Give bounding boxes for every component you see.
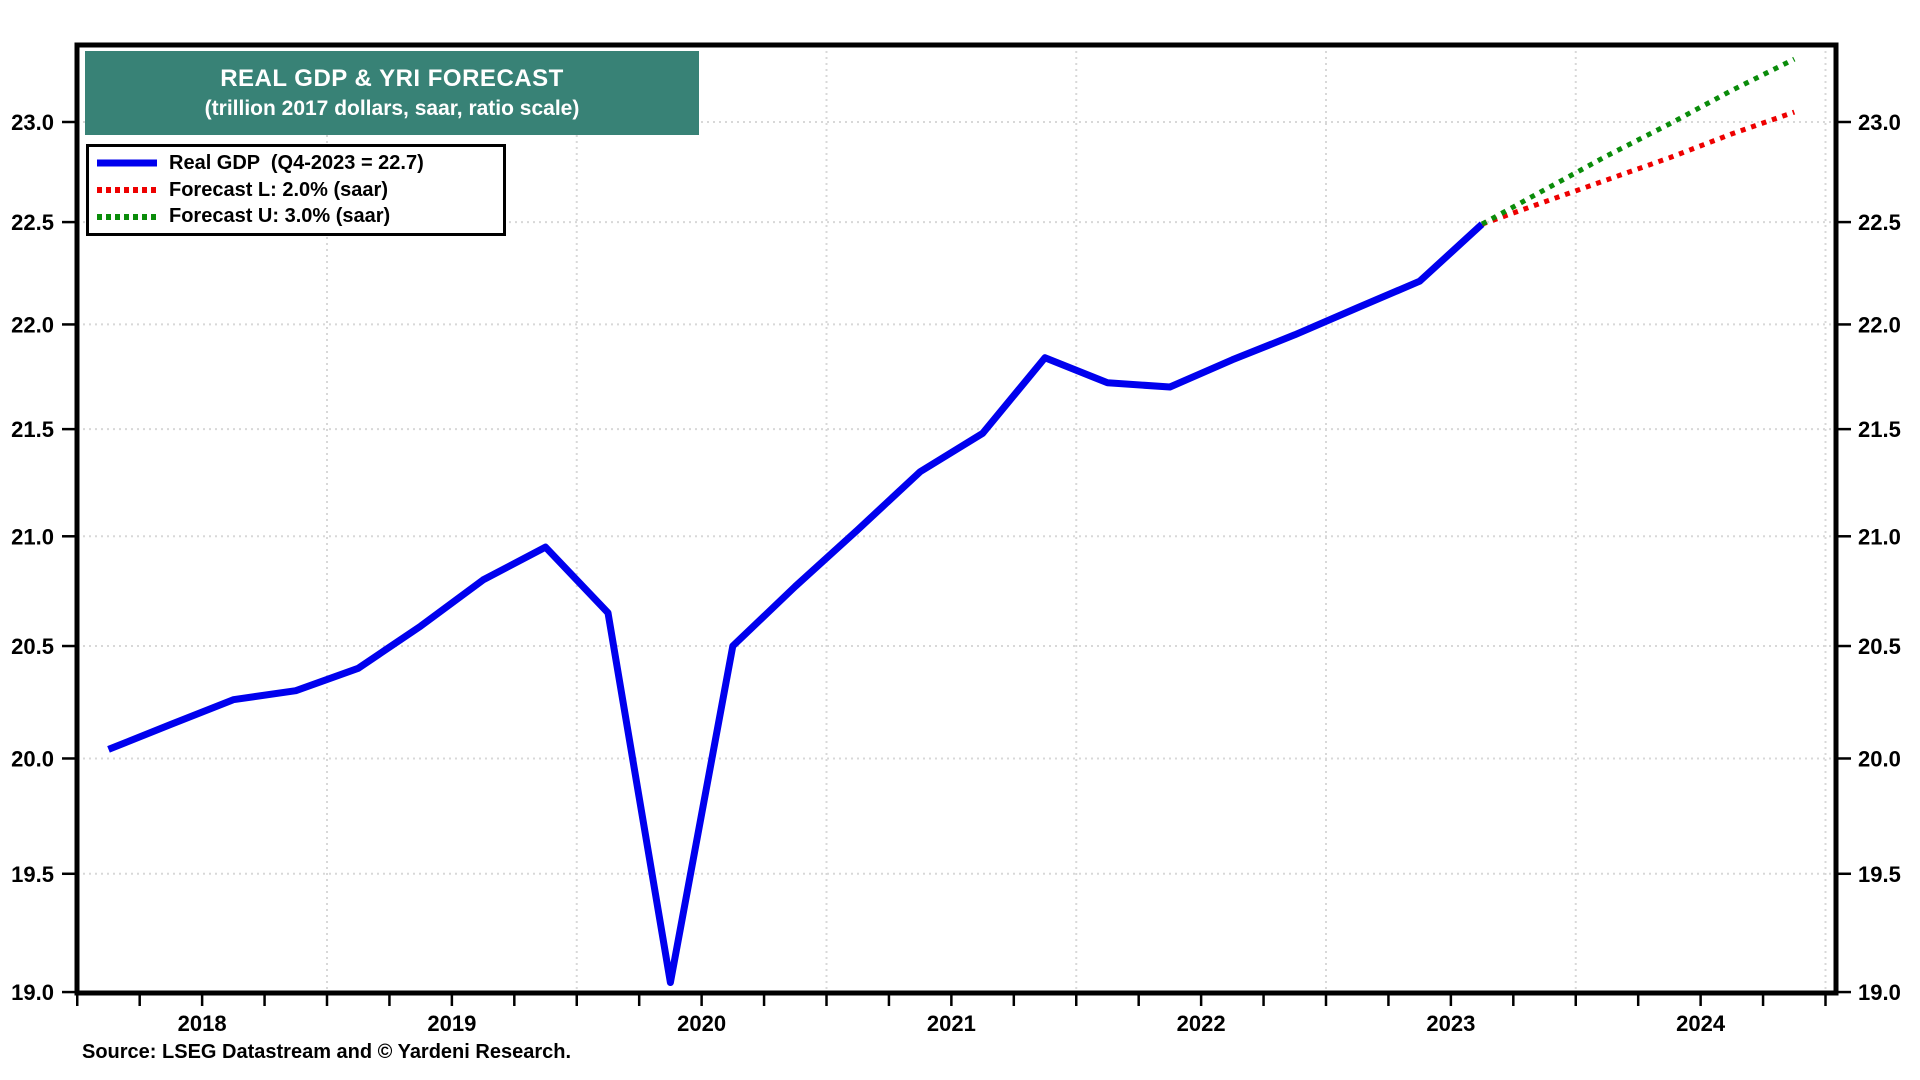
real-gdp-line [107, 221, 1485, 986]
legend-item-real-gdp: Real GDP (Q4-2023 = 22.7) [95, 150, 497, 177]
forecast-l-line [1481, 109, 1796, 227]
chart-border [74, 42, 1839, 996]
forecast-u-line [1480, 56, 1796, 227]
gridlines [77, 45, 1836, 994]
source-attribution: Source: LSEG Datastream and © Yardeni Re… [82, 1041, 572, 1063]
chart-title: REAL GDP & YRI FORECAST [220, 65, 564, 92]
y-axis-label: 21.5 [1858, 417, 1901, 442]
x-axis-label: 2021 [927, 1011, 976, 1036]
y-axis-label: 22.5 [11, 210, 54, 235]
y-axis-label: 19.5 [1858, 862, 1901, 887]
legend-label: Forecast L: 2.0% (saar) [169, 178, 388, 201]
y-axis-label: 20.0 [11, 746, 54, 771]
x-axis-label: 2023 [1426, 1011, 1475, 1036]
y-axis-label: 19.0 [1858, 980, 1901, 1005]
y-axis-label: 22.5 [1858, 210, 1901, 235]
legend-label: Forecast U: 3.0% (saar) [169, 205, 391, 228]
x-axis-labels: 2018 2019 2020 2021 2022 2023 2024 [178, 1011, 1726, 1036]
y-axis-label: 20.0 [1858, 746, 1901, 771]
legend-item-forecast-l: Forecast L: 2.0% (saar) [95, 177, 497, 204]
y-axis-label: 21.0 [1858, 524, 1901, 549]
y-axis-label: 22.0 [11, 312, 54, 337]
y-axis-label: 20.5 [11, 634, 54, 659]
plot-frame [74, 42, 1839, 996]
y-axis-label: 23.0 [11, 110, 54, 135]
y-axis-labels-right: 23.0 22.5 22.0 21.5 21.0 20.5 20.0 19.5 19.0 [1858, 110, 1901, 1005]
data-series [107, 56, 1796, 986]
y-axis-label: 22.0 [1858, 312, 1901, 337]
legend-item-forecast-u: Forecast U: 3.0% (saar) [95, 203, 497, 230]
y-axis-label: 23.0 [1858, 110, 1901, 135]
y-axis-label: 20.5 [1858, 634, 1901, 659]
y-axis-labels-left: 23.0 22.5 22.0 21.5 21.0 20.5 20.0 19.5 19.0 [11, 110, 54, 1005]
dotted-line-swatch-icon [97, 213, 157, 220]
chart-title-box: REAL GDP & YRI FORECAST (trillion 2017 d… [85, 51, 699, 135]
solid-line-swatch-icon [97, 159, 157, 167]
y-axis-label: 19.5 [11, 862, 54, 887]
dotted-line-swatch-icon [97, 187, 157, 193]
y-axis-label: 21.5 [11, 417, 54, 442]
legend: Real GDP (Q4-2023 = 22.7) Forecast L: 2.… [86, 144, 506, 236]
x-axis-label: 2024 [1676, 1011, 1726, 1036]
x-axis-label: 2020 [677, 1011, 726, 1036]
legend-label: Real GDP (Q4-2023 = 22.7) [169, 151, 424, 174]
y-axis-label: 21.0 [11, 524, 54, 549]
axis-ticks [62, 120, 1851, 1006]
x-axis-label: 2018 [178, 1011, 227, 1036]
x-axis-label: 2019 [427, 1011, 476, 1036]
y-axis-label: 19.0 [11, 980, 54, 1005]
x-axis-label: 2022 [1177, 1011, 1226, 1036]
chart-subtitle: (trillion 2017 dollars, saar, ratio scal… [204, 97, 580, 120]
